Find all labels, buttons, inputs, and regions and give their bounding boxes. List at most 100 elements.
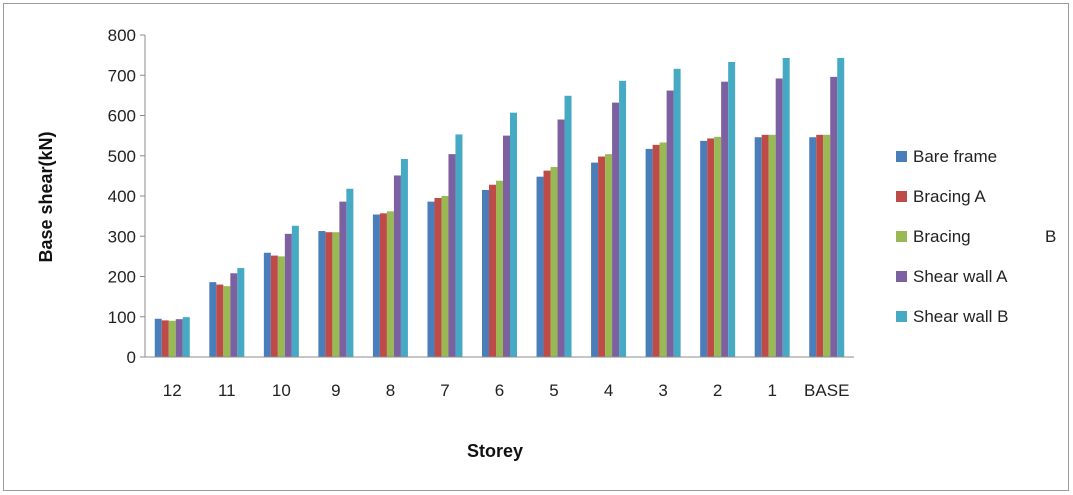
bar <box>775 78 783 357</box>
x-tick-label: 11 <box>218 381 236 400</box>
bar <box>489 184 496 357</box>
bar <box>816 134 824 357</box>
y-tick-label: 800 <box>108 26 136 45</box>
bar <box>707 138 715 357</box>
x-tick-label: 9 <box>331 381 340 400</box>
x-axis-title: Storey <box>467 441 523 461</box>
bars <box>154 57 845 358</box>
bar <box>154 318 162 357</box>
x-tick-label: 8 <box>386 381 395 400</box>
bar <box>230 273 238 357</box>
bar <box>223 286 231 357</box>
bar <box>332 232 340 357</box>
bar <box>393 175 401 357</box>
legend-label: Bare frame <box>913 147 997 166</box>
x-tick-label: 7 <box>440 381 449 400</box>
bar <box>557 119 565 358</box>
bar <box>782 57 790 357</box>
bar <box>318 231 326 357</box>
bar <box>837 57 845 357</box>
bar <box>455 134 463 357</box>
bar <box>761 134 769 357</box>
bar <box>346 188 354 357</box>
bar <box>175 319 183 357</box>
bar <box>386 211 394 357</box>
bar <box>277 256 285 357</box>
legend-swatch <box>896 151 907 162</box>
bar <box>448 154 456 357</box>
legend: Bare frame Bracing A Bracing B Shear wall A S… <box>896 147 1056 326</box>
x-tick-label: 2 <box>713 381 722 400</box>
bar <box>325 232 333 357</box>
legend-swatch <box>896 231 907 242</box>
bar <box>216 284 224 357</box>
bar <box>598 156 606 357</box>
bar <box>728 61 736 357</box>
bar <box>209 282 217 357</box>
bar <box>168 320 176 357</box>
legend-label: Shear wall A <box>913 267 1008 286</box>
legend-label-suffix: B <box>1045 227 1056 246</box>
y-tick-label: 0 <box>127 348 136 367</box>
bar <box>379 213 387 357</box>
x-axis: 12 11 10 9 8 7 6 5 4 3 2 1 BASE <box>145 356 854 400</box>
bar <box>400 158 408 357</box>
bar <box>550 167 558 357</box>
bar <box>645 148 653 357</box>
legend-swatch <box>896 271 907 282</box>
bar <box>809 137 817 357</box>
y-tick-label: 700 <box>108 66 136 85</box>
bar <box>830 76 838 358</box>
bar <box>823 134 831 357</box>
bar <box>372 214 380 357</box>
bar <box>237 268 245 357</box>
bar <box>543 170 551 357</box>
y-tick-label: 600 <box>108 107 136 126</box>
bar <box>591 162 599 357</box>
legend-swatch <box>896 191 907 202</box>
legend-swatch <box>896 311 907 322</box>
bar <box>619 80 627 357</box>
y-tick-label: 400 <box>108 187 136 206</box>
y-tick-label: 300 <box>108 227 136 246</box>
x-tick-label: 1 <box>767 381 776 400</box>
y-tick-label: 200 <box>108 268 136 287</box>
x-tick-label: BASE <box>804 381 849 400</box>
bar <box>161 320 169 357</box>
bar <box>291 225 299 357</box>
x-tick-label: 6 <box>495 381 504 400</box>
bar <box>263 252 271 357</box>
bar <box>605 154 613 357</box>
chart-frame: 0 100 200 300 400 500 600 700 800 12 11 10 9 8 7 6 5 4 3 2… <box>3 3 1069 491</box>
y-axis-title: Base shear(kN) <box>36 131 56 262</box>
y-axis: 0 100 200 300 400 500 600 700 800 <box>108 26 146 367</box>
bar <box>564 95 572 357</box>
y-tick-label: 500 <box>108 147 136 166</box>
bar <box>714 136 722 357</box>
bar-chart: 0 100 200 300 400 500 600 700 800 12 11 10 9 8 7 6 5 4 3 2… <box>36 26 1056 461</box>
x-tick-label: 10 <box>272 381 291 400</box>
x-tick-label: 3 <box>658 381 667 400</box>
bar <box>182 317 190 357</box>
bar <box>700 140 708 357</box>
bar <box>496 180 503 357</box>
x-tick-label: 5 <box>549 381 558 400</box>
bar <box>503 135 510 357</box>
bar <box>510 112 517 358</box>
x-tick-label: 4 <box>604 381 613 400</box>
bar <box>536 176 544 357</box>
bar <box>270 255 278 357</box>
bar <box>441 196 449 357</box>
bar <box>754 137 762 357</box>
bar <box>659 142 667 357</box>
bar <box>284 233 292 357</box>
legend-label: Bracing A <box>913 187 986 206</box>
bar <box>673 68 681 357</box>
bar <box>721 81 729 357</box>
legend-label: Bracing <box>913 227 971 246</box>
bar <box>652 144 660 357</box>
legend-label: Shear wall B <box>913 307 1008 326</box>
x-tick-label: 12 <box>163 381 182 400</box>
bar <box>482 189 489 357</box>
bar <box>666 90 674 358</box>
